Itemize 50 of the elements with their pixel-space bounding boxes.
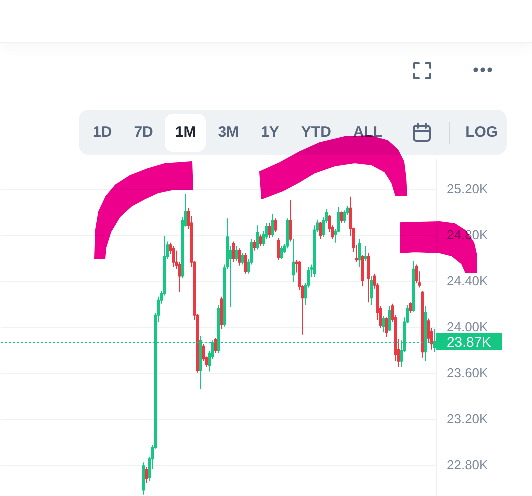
candlestick [412, 260, 415, 312]
candlestick [172, 246, 175, 268]
text: 1D [83, 114, 122, 152]
candlestick [235, 246, 238, 262]
y-tick-label: 24.00K [447, 319, 489, 334]
text: 1M [165, 114, 206, 152]
candlestick [415, 264, 418, 284]
candlestick [277, 238, 280, 261]
text: 3M [208, 114, 250, 152]
candlestick [241, 252, 244, 266]
candlestick [367, 252, 370, 304]
candlestick [385, 317, 388, 338]
y-tick-label: 22.80K [447, 457, 489, 472]
candlestick [220, 296, 223, 330]
y-tick-label: 24.40K [447, 273, 489, 288]
candlestick [382, 316, 385, 334]
candlestick [268, 222, 271, 239]
candlestick [364, 246, 367, 262]
candlestick [244, 252, 247, 274]
candlestick [232, 241, 235, 263]
text: 7D [124, 114, 164, 152]
candlestick [361, 255, 364, 288]
y-tick-label: 23.20K [447, 411, 489, 426]
candlestick [289, 200, 292, 242]
text: LOG [466, 114, 498, 152]
candlestick [388, 306, 391, 332]
candlestick [292, 238, 295, 282]
candlestick [409, 302, 412, 314]
candlestick [286, 218, 289, 250]
ref-line-label: 23.87K [447, 334, 492, 350]
candlestick [253, 240, 256, 252]
candlestick [238, 248, 241, 266]
candlestick [142, 462, 145, 496]
candlestick [421, 290, 424, 358]
candlestick [358, 238, 361, 268]
candlestick [370, 276, 373, 306]
text: YTD [291, 114, 342, 152]
candlestick [340, 211, 343, 224]
candlestick [280, 246, 283, 260]
candlestick [271, 214, 274, 238]
candlestick [274, 218, 277, 233]
candlestick [214, 338, 217, 354]
candlestick [259, 234, 262, 247]
text: 1Y [251, 114, 290, 152]
candlestick [319, 222, 322, 240]
candlestick [256, 225, 259, 250]
candlestick [343, 210, 346, 224]
y-tick-label: 23.60K [447, 365, 489, 380]
y-tick-label: 25.20K [447, 181, 489, 196]
candlestick [145, 466, 148, 484]
